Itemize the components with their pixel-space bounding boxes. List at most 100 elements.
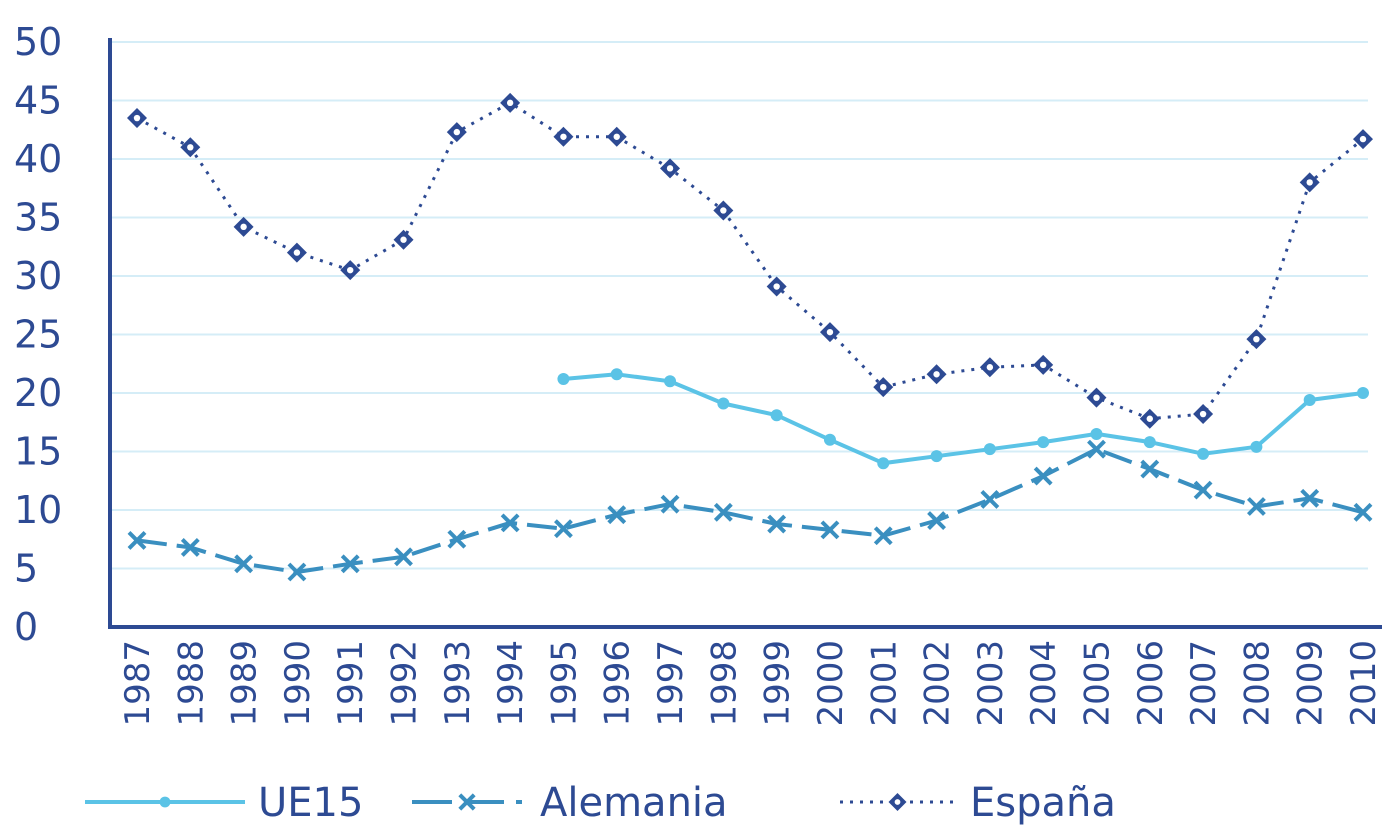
data-point [233, 216, 254, 237]
x-tick-label: 2000 [811, 640, 851, 727]
y-tick-label: 50 [14, 20, 62, 64]
x-tick-label: 2008 [1237, 640, 1277, 727]
x-tick-label: 1992 [385, 640, 425, 727]
data-point [159, 796, 171, 808]
y-tick-label: 10 [14, 488, 62, 532]
series-espana [127, 92, 1373, 429]
y-tick-label: 20 [14, 371, 62, 415]
x-tick-label: 1993 [438, 640, 478, 727]
legend-item-alemania: Alemania [412, 780, 728, 825]
x-tick-label: 2007 [1184, 640, 1224, 727]
x-tick-label: 2002 [918, 640, 958, 727]
data-point [1353, 129, 1373, 150]
data-point [888, 793, 907, 811]
data-point [234, 554, 254, 574]
x-tick-label: 1991 [331, 640, 371, 727]
data-point [286, 242, 307, 263]
data-point [660, 158, 681, 179]
data-point [770, 409, 783, 422]
data-point [930, 450, 943, 463]
data-point [873, 377, 894, 398]
data-point [927, 511, 946, 530]
data-point [1303, 394, 1316, 407]
series-alemania [127, 439, 1373, 582]
data-point [1299, 172, 1320, 193]
data-point [1300, 488, 1320, 508]
data-point [823, 433, 836, 446]
x-tick-label: 2006 [1131, 640, 1171, 727]
data-point [1140, 459, 1160, 479]
data-point [1086, 387, 1107, 408]
data-point [926, 364, 947, 385]
legend: UE15 Alemania España [85, 780, 1116, 825]
series-line-ue15 [563, 372, 1364, 466]
data-point [1246, 329, 1267, 350]
data-point [1250, 440, 1263, 453]
x-tick-label: 1998 [704, 640, 744, 727]
data-point [557, 372, 570, 385]
data-point [979, 357, 1000, 378]
data-point [1033, 466, 1053, 486]
data-point [1193, 404, 1214, 425]
data-point [664, 375, 677, 388]
data-point [607, 505, 627, 525]
x-tick-label: 1996 [598, 640, 638, 727]
data-point [500, 92, 521, 113]
data-point [446, 122, 467, 143]
y-tick-label: 5 [14, 547, 38, 591]
x-tick-label: 2004 [1024, 640, 1064, 727]
legend-item-ue15: UE15 [85, 780, 363, 825]
x-tick-label: 1990 [278, 640, 318, 727]
x-tick-label: 1999 [758, 640, 798, 727]
data-point [394, 547, 413, 567]
data-point [820, 520, 840, 540]
legend-item-espana: España [840, 780, 1116, 825]
data-point [554, 519, 573, 539]
y-tick-label: 15 [14, 430, 62, 474]
data-point [447, 529, 467, 549]
data-point [127, 531, 147, 550]
data-point [767, 514, 787, 534]
series-line-alemania [136, 447, 1364, 574]
data-point [340, 554, 360, 574]
legend-label: UE15 [258, 780, 363, 825]
data-point [873, 526, 893, 546]
y-tick-label: 25 [14, 313, 62, 357]
legend-label: Alemania [540, 780, 728, 825]
data-point [287, 562, 307, 582]
x-tick-label: 1994 [491, 640, 531, 727]
y-axis: 0 5 10 15 20 25 30 35 40 45 50 [14, 20, 112, 649]
data-point [127, 108, 147, 129]
x-tick-label: 1987 [118, 640, 158, 727]
x-tick-label: 2001 [864, 640, 904, 727]
data-point [1087, 439, 1106, 459]
data-point [180, 538, 200, 557]
data-point [1357, 387, 1369, 399]
data-point [458, 793, 476, 811]
data-point [1143, 436, 1156, 449]
y-tick-label: 0 [14, 605, 38, 649]
y-tick-label: 45 [14, 79, 62, 123]
gridlines [110, 41, 1368, 570]
data-point [713, 502, 733, 522]
x-tick-label: 2003 [971, 640, 1011, 727]
data-point [717, 397, 730, 410]
x-axis: 1987 1988 1989 1990 1991 1992 1993 1994 1995 1996… [108, 625, 1384, 727]
x-tick-label: 1997 [651, 640, 691, 727]
data-point [877, 457, 890, 470]
data-point [1193, 480, 1213, 500]
y-tick-label: 35 [14, 196, 62, 240]
data-point [819, 322, 840, 343]
data-point [1037, 436, 1050, 449]
data-point [980, 490, 1000, 509]
x-tick-label: 1988 [171, 640, 211, 727]
data-point [1090, 427, 1103, 440]
data-point [553, 126, 574, 147]
data-point [393, 229, 414, 250]
series-ue15 [557, 368, 1369, 470]
data-point [610, 368, 623, 381]
data-point [1139, 408, 1160, 429]
data-point [766, 276, 787, 297]
x-tick-label: 1989 [225, 640, 265, 727]
